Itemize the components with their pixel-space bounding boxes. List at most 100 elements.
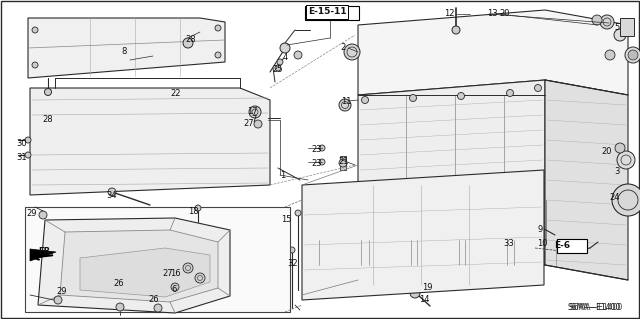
- Ellipse shape: [160, 102, 192, 158]
- Circle shape: [344, 44, 360, 60]
- Text: 14: 14: [419, 295, 429, 305]
- Text: FR.: FR.: [38, 247, 54, 256]
- Ellipse shape: [486, 33, 522, 55]
- Text: 33: 33: [503, 240, 514, 249]
- Polygon shape: [358, 80, 545, 280]
- Text: 18: 18: [188, 206, 198, 216]
- Text: 9: 9: [537, 226, 542, 234]
- Circle shape: [277, 59, 283, 65]
- Ellipse shape: [143, 25, 163, 63]
- Circle shape: [171, 283, 179, 291]
- Circle shape: [249, 106, 261, 118]
- Text: 28: 28: [185, 35, 196, 44]
- Text: 26: 26: [148, 295, 159, 305]
- Circle shape: [458, 93, 465, 100]
- Polygon shape: [358, 10, 628, 95]
- Text: 7: 7: [251, 115, 257, 124]
- Circle shape: [362, 266, 369, 273]
- Circle shape: [339, 159, 347, 167]
- Circle shape: [195, 273, 205, 283]
- Text: 2: 2: [340, 43, 345, 53]
- FancyBboxPatch shape: [557, 239, 587, 253]
- Ellipse shape: [100, 25, 120, 63]
- Text: 32: 32: [287, 259, 298, 269]
- Circle shape: [410, 94, 417, 101]
- Polygon shape: [80, 248, 210, 297]
- Ellipse shape: [429, 182, 463, 227]
- Circle shape: [215, 25, 221, 31]
- Text: 23: 23: [311, 145, 322, 154]
- Circle shape: [506, 90, 513, 97]
- Text: 30: 30: [16, 138, 27, 147]
- Ellipse shape: [112, 102, 144, 158]
- Circle shape: [45, 88, 51, 95]
- Ellipse shape: [381, 182, 415, 227]
- Circle shape: [534, 255, 541, 262]
- Circle shape: [280, 43, 290, 53]
- Text: 4: 4: [283, 54, 288, 63]
- Circle shape: [612, 184, 640, 216]
- Text: 3: 3: [614, 167, 620, 176]
- Text: 25: 25: [272, 65, 282, 75]
- Text: 26: 26: [113, 278, 124, 287]
- Bar: [620, 18, 634, 36]
- Ellipse shape: [166, 111, 186, 149]
- Circle shape: [452, 26, 460, 34]
- Text: 19: 19: [422, 283, 433, 292]
- Circle shape: [617, 151, 635, 169]
- Ellipse shape: [382, 37, 428, 67]
- Circle shape: [215, 52, 221, 58]
- Circle shape: [319, 145, 325, 151]
- Circle shape: [339, 99, 351, 111]
- Bar: [25, 207, 290, 312]
- Ellipse shape: [459, 120, 497, 170]
- Circle shape: [39, 211, 47, 219]
- Ellipse shape: [481, 29, 527, 59]
- Circle shape: [410, 288, 420, 298]
- Text: 29: 29: [26, 209, 36, 218]
- Text: 12: 12: [444, 10, 454, 19]
- Circle shape: [319, 159, 325, 165]
- Ellipse shape: [55, 27, 75, 65]
- Circle shape: [32, 62, 38, 68]
- Text: 29: 29: [56, 286, 67, 295]
- Text: S6MA—E1400: S6MA—E1400: [568, 302, 621, 311]
- Text: E-6: E-6: [554, 241, 570, 250]
- Ellipse shape: [436, 34, 472, 56]
- Circle shape: [116, 303, 124, 311]
- Polygon shape: [302, 170, 544, 300]
- Circle shape: [530, 219, 538, 227]
- Circle shape: [108, 188, 116, 196]
- Text: 10: 10: [537, 240, 547, 249]
- Polygon shape: [28, 18, 225, 78]
- Circle shape: [195, 205, 201, 211]
- Ellipse shape: [507, 120, 545, 170]
- Ellipse shape: [70, 111, 90, 149]
- Text: 23: 23: [311, 159, 322, 167]
- Circle shape: [32, 27, 38, 33]
- Ellipse shape: [531, 30, 577, 60]
- Text: 20: 20: [499, 10, 509, 19]
- Text: 17: 17: [247, 108, 258, 116]
- Circle shape: [54, 296, 62, 304]
- Ellipse shape: [387, 41, 423, 63]
- Circle shape: [183, 263, 193, 273]
- Circle shape: [25, 137, 31, 143]
- Circle shape: [362, 97, 369, 103]
- Text: 31: 31: [16, 153, 27, 162]
- Ellipse shape: [333, 182, 367, 227]
- Polygon shape: [30, 88, 270, 195]
- Text: 13: 13: [487, 10, 498, 19]
- Ellipse shape: [186, 26, 206, 62]
- Circle shape: [592, 15, 602, 25]
- Circle shape: [254, 120, 262, 128]
- Text: 8: 8: [121, 48, 126, 56]
- Ellipse shape: [214, 111, 234, 149]
- FancyBboxPatch shape: [305, 6, 359, 20]
- Circle shape: [295, 210, 301, 216]
- Circle shape: [154, 304, 162, 312]
- Circle shape: [294, 51, 302, 59]
- Circle shape: [534, 85, 541, 92]
- Circle shape: [615, 143, 625, 153]
- Ellipse shape: [118, 111, 138, 149]
